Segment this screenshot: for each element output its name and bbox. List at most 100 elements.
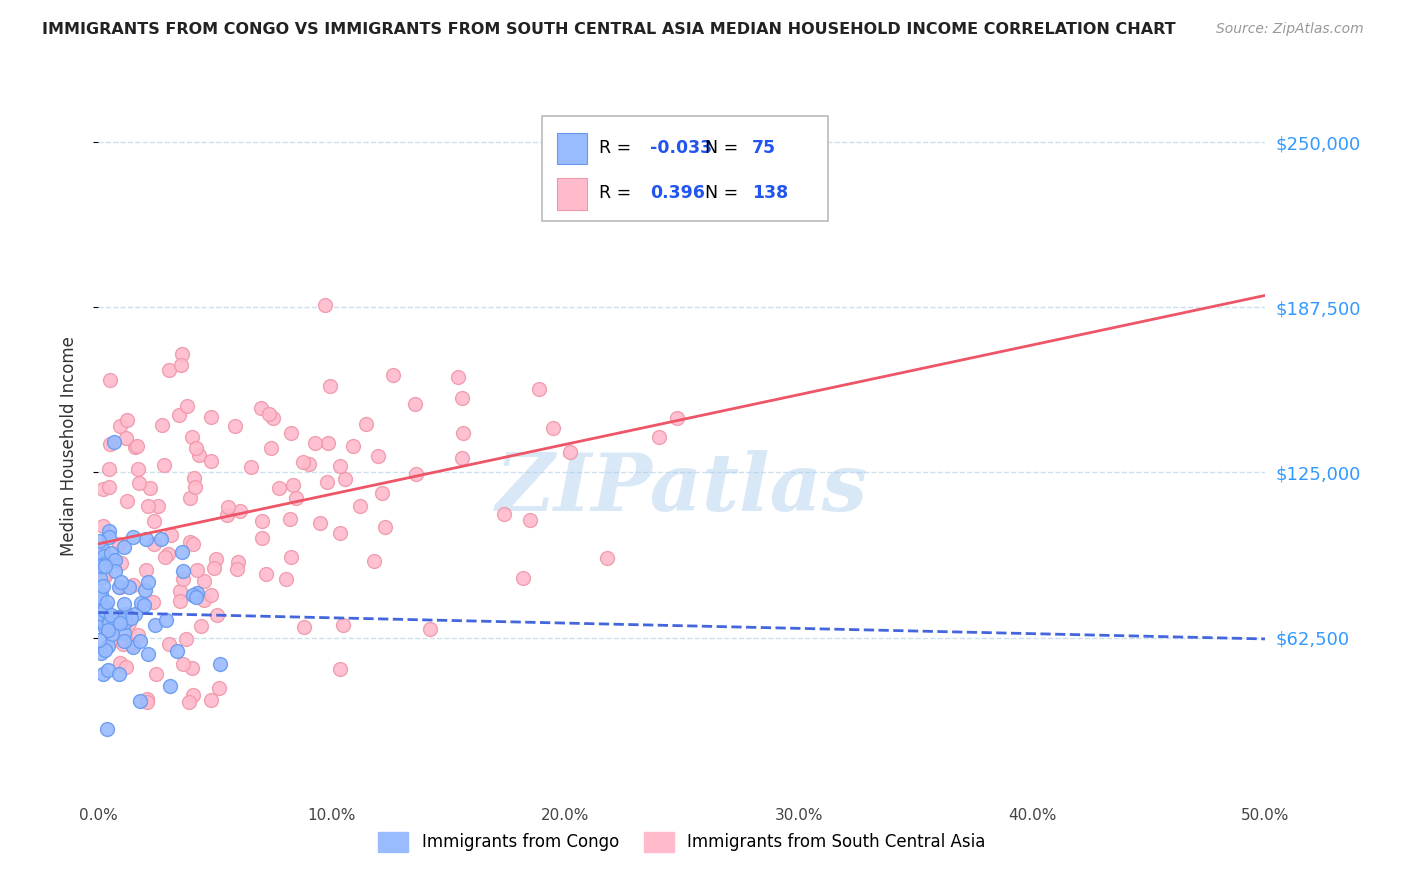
Point xyxy=(128,634,150,648)
Point xyxy=(111,637,134,651)
Point xyxy=(332,618,354,632)
Point xyxy=(125,439,148,453)
Point xyxy=(298,458,321,472)
Point xyxy=(226,555,249,569)
Point xyxy=(226,562,249,576)
Point xyxy=(96,722,118,736)
Point xyxy=(115,413,138,427)
Point xyxy=(451,451,474,466)
Text: -0.033: -0.033 xyxy=(651,139,713,157)
Point xyxy=(97,530,120,544)
Point xyxy=(179,535,201,549)
Text: R =: R = xyxy=(599,139,637,157)
Point xyxy=(132,598,155,612)
Point xyxy=(382,368,405,382)
Point xyxy=(250,532,273,546)
Y-axis label: Median Household Income: Median Household Income xyxy=(59,336,77,556)
Point xyxy=(120,611,142,625)
Point xyxy=(136,692,159,706)
Point xyxy=(108,419,131,434)
Point xyxy=(181,688,204,702)
Point xyxy=(170,347,193,361)
Point xyxy=(110,616,132,631)
Text: Source: ZipAtlas.com: Source: ZipAtlas.com xyxy=(1216,22,1364,37)
Point xyxy=(134,582,156,597)
Point xyxy=(274,572,297,586)
Point xyxy=(89,603,111,617)
Point xyxy=(304,435,326,450)
Point xyxy=(108,580,131,594)
Point xyxy=(90,646,112,660)
Point xyxy=(648,430,671,444)
Point xyxy=(101,627,124,641)
Point xyxy=(169,594,191,608)
Point xyxy=(97,623,120,637)
Point xyxy=(363,554,385,568)
Point xyxy=(93,615,115,630)
Point xyxy=(172,564,194,578)
Text: 0.396: 0.396 xyxy=(651,185,706,202)
Point xyxy=(124,440,146,454)
Point xyxy=(112,541,135,555)
Point xyxy=(121,530,143,544)
Point xyxy=(101,632,124,647)
Point xyxy=(107,614,129,628)
Point xyxy=(166,644,188,658)
Point xyxy=(150,417,173,432)
Point xyxy=(179,491,201,505)
Point xyxy=(89,534,111,549)
Point xyxy=(419,622,441,636)
Point xyxy=(108,656,131,670)
Point xyxy=(285,491,308,505)
Point xyxy=(91,667,114,681)
Point xyxy=(128,476,150,491)
Point xyxy=(184,481,207,495)
Point xyxy=(316,475,339,489)
Point xyxy=(202,561,225,575)
Point xyxy=(174,632,197,647)
Point xyxy=(97,640,120,654)
Text: 75: 75 xyxy=(752,139,776,157)
Point xyxy=(451,391,474,405)
Point xyxy=(90,587,112,601)
Point xyxy=(108,580,131,594)
Point xyxy=(205,607,228,622)
Legend: Immigrants from Congo, Immigrants from South Central Asia: Immigrants from Congo, Immigrants from S… xyxy=(371,825,993,859)
FancyBboxPatch shape xyxy=(557,178,588,210)
Point xyxy=(169,583,191,598)
Point xyxy=(138,647,160,661)
Point xyxy=(186,586,208,600)
Point xyxy=(96,622,118,636)
Point xyxy=(91,598,114,612)
Point xyxy=(108,610,131,624)
Point xyxy=(190,619,212,633)
Point xyxy=(93,642,115,657)
Point xyxy=(167,408,190,422)
Point xyxy=(177,695,200,709)
Point xyxy=(170,358,193,372)
Point xyxy=(170,544,193,558)
Point xyxy=(367,450,389,464)
Point xyxy=(283,478,305,492)
Point xyxy=(136,695,159,709)
Point xyxy=(127,628,149,642)
Point xyxy=(405,467,427,482)
Point xyxy=(193,592,215,607)
Point xyxy=(100,436,122,450)
Point xyxy=(155,550,177,565)
Point xyxy=(91,579,114,593)
Point xyxy=(316,435,339,450)
Point xyxy=(143,537,166,551)
Point xyxy=(254,566,277,581)
Point xyxy=(181,430,204,444)
Point xyxy=(200,693,222,707)
Point xyxy=(200,454,222,468)
Point xyxy=(97,524,120,539)
Point xyxy=(97,663,120,677)
Point xyxy=(193,574,215,589)
Point xyxy=(374,520,396,534)
Point xyxy=(142,594,165,608)
Point xyxy=(93,603,115,617)
Point xyxy=(98,373,121,387)
Point xyxy=(280,425,302,440)
